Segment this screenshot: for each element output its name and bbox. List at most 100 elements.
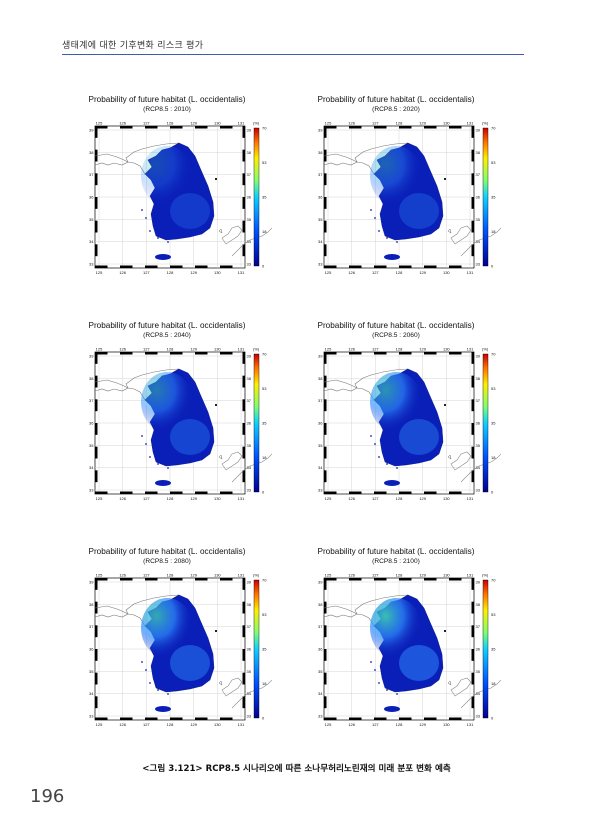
y-tick-label: 35 [89, 443, 94, 448]
y-tick-label: 34 [476, 465, 481, 470]
y-tick-label: 39 [318, 580, 323, 585]
y-tick-label: 36 [476, 421, 481, 426]
y-tick-label: 35 [476, 669, 481, 674]
colorbar-tick-label: 18 [491, 681, 496, 686]
y-tick-label: 37 [318, 172, 323, 177]
x-tick-label: 128 [396, 270, 403, 275]
x-tick-label: 128 [396, 722, 403, 727]
y-tick-label: 33 [247, 262, 252, 267]
x-tick-label: 128 [167, 722, 174, 727]
colorbar-tick-label: 35 [491, 647, 496, 652]
colorbar-tick-label: 70 [262, 578, 267, 583]
map-panel: Probability of future habitat (L. occide… [291, 95, 501, 295]
panel-subtitle: (RCP8.5 : 2010) [143, 106, 191, 113]
colorbar-tick-label: 0 [262, 716, 265, 721]
x-tick-label: 130 [214, 496, 221, 501]
colorbar-tick-label: 53 [262, 386, 267, 391]
y-tick-label: 39 [247, 128, 252, 133]
x-tick-label: 129 [190, 722, 197, 727]
colorbar-tick-label: 18 [491, 455, 496, 460]
colorbar-tick-label: 70 [491, 352, 496, 357]
y-tick-label: 33 [318, 262, 323, 267]
panel-subtitle: (RCP8.5 : 2020) [372, 106, 420, 113]
x-tick-label: 127 [372, 121, 379, 126]
x-tick-label: 129 [419, 496, 426, 501]
y-tick-label: 37 [89, 624, 94, 629]
colorbar [253, 127, 260, 267]
x-tick-label: 128 [167, 573, 174, 578]
y-tick-label: 33 [89, 488, 94, 493]
x-tick-label: 126 [348, 270, 355, 275]
y-tick-label: 35 [318, 443, 323, 448]
y-tick-label: 37 [318, 624, 323, 629]
y-tick-label: 34 [318, 239, 323, 244]
x-tick-label: 127 [143, 722, 150, 727]
x-tick-label: 126 [348, 573, 355, 578]
x-tick-label: 125 [96, 496, 103, 501]
colorbar-tick-label: 70 [262, 352, 267, 357]
jeju-island [155, 254, 171, 260]
x-tick-label: 125 [96, 121, 103, 126]
x-tick-label: 128 [396, 347, 403, 352]
x-tick-label: 125 [325, 573, 332, 578]
y-tick-label: 36 [318, 195, 323, 200]
x-tick-label: 126 [119, 121, 126, 126]
x-tick-label: 128 [167, 121, 174, 126]
y-tick-label: 34 [476, 239, 481, 244]
x-tick-label: 127 [372, 573, 379, 578]
y-tick-label: 34 [89, 691, 94, 696]
x-tick-label: 128 [396, 121, 403, 126]
x-tick-label: 125 [325, 722, 332, 727]
x-tick-label: 125 [96, 573, 103, 578]
y-tick-label: 37 [89, 172, 94, 177]
y-tick-label: 34 [476, 691, 481, 696]
colorbar-tick-label: 70 [491, 578, 496, 583]
x-tick-label: 129 [419, 270, 426, 275]
y-tick-label: 39 [247, 580, 252, 585]
panel-title: Probability of future habitat (L. occide… [317, 95, 475, 104]
colorbar-tick-label: 0 [491, 716, 494, 721]
colorbar-tick-label: 35 [262, 195, 267, 200]
x-tick-label: 131 [238, 722, 245, 727]
habitat-map: 125 125 126 126 127 127 128 128 129 129 130 130 131 1… [318, 347, 501, 501]
panel-title: Probability of future habitat (L. occide… [317, 547, 475, 556]
x-tick-label: 125 [96, 347, 103, 352]
x-tick-label: 130 [443, 270, 450, 275]
y-tick-label: 39 [247, 354, 252, 359]
panel-subtitle: (RCP8.5 : 2080) [143, 558, 191, 565]
colorbar-tick-label: 70 [262, 126, 267, 131]
x-tick-label: 127 [143, 496, 150, 501]
y-tick-label: 33 [476, 714, 481, 719]
colorbar-tick-label: 53 [491, 612, 496, 617]
habitat-map: 125 125 126 126 127 127 128 128 129 129 130 130 131 1… [318, 573, 501, 727]
y-tick-label: 37 [476, 172, 481, 177]
y-tick-label: 38 [318, 150, 323, 155]
panel-title: Probability of future habitat (L. occide… [317, 321, 475, 330]
colorbar-tick-label: 0 [262, 490, 265, 495]
x-tick-label: 127 [372, 722, 379, 727]
y-tick-label: 39 [318, 128, 323, 133]
y-tick-label: 34 [247, 691, 252, 696]
running-header: 생태계에 대한 기후변화 리스크 평가 [62, 41, 204, 51]
y-tick-label: 35 [89, 217, 94, 222]
y-tick-label: 35 [476, 217, 481, 222]
panel-title: Probability of future habitat (L. occide… [88, 547, 246, 556]
x-tick-label: 127 [143, 121, 150, 126]
page-number: 196 [30, 786, 65, 807]
y-tick-label: 37 [476, 398, 481, 403]
y-tick-label: 38 [89, 376, 94, 381]
y-tick-label: 36 [89, 421, 94, 426]
x-tick-label: 127 [372, 270, 379, 275]
y-tick-label: 34 [318, 691, 323, 696]
colorbar-unit: (%) [253, 121, 260, 126]
colorbar-tick-label: 35 [262, 647, 267, 652]
x-tick-label: 129 [190, 270, 197, 275]
colorbar-tick-label: 53 [262, 612, 267, 617]
x-tick-label: 129 [190, 496, 197, 501]
y-tick-label: 34 [89, 239, 94, 244]
jeju-island [155, 480, 171, 486]
x-tick-label: 125 [325, 270, 332, 275]
colorbar-unit: (%) [482, 121, 489, 126]
y-tick-label: 36 [89, 195, 94, 200]
y-tick-label: 34 [89, 465, 94, 470]
